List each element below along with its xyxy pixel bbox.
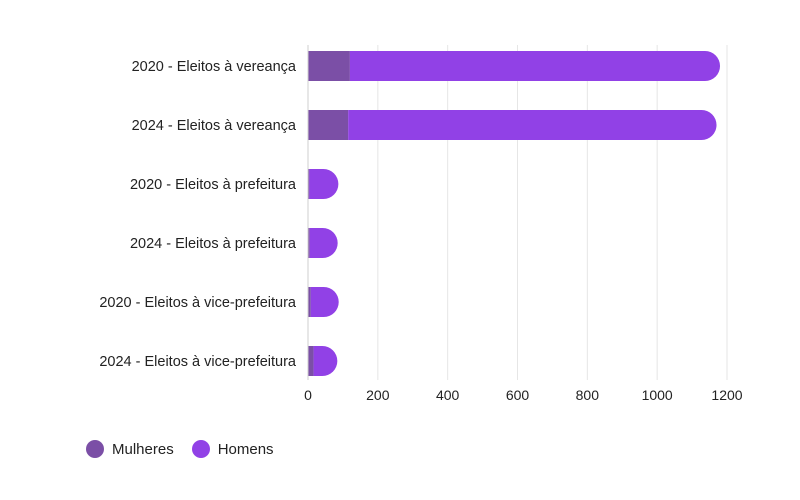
category-label: 2020 - Eleitos à vice-prefeitura (99, 295, 297, 311)
bar-group (308, 287, 354, 317)
legend: Mulheres Homens (86, 440, 274, 458)
bar-group (308, 169, 353, 199)
bar-mulheres[interactable] (308, 169, 310, 199)
bar-group (308, 228, 353, 258)
bar-group (308, 110, 731, 140)
bar-group (308, 51, 735, 81)
x-tick-label: 200 (366, 387, 390, 403)
x-tick-label: 400 (436, 387, 460, 403)
bar-group (308, 346, 353, 376)
bar-homens[interactable] (349, 51, 735, 81)
x-tick-label: 0 (304, 387, 312, 403)
bar-homens[interactable] (310, 287, 354, 317)
bar-homens[interactable] (309, 169, 353, 199)
legend-item-mulheres[interactable]: Mulheres (86, 440, 174, 458)
bar-homens[interactable] (313, 346, 353, 376)
category-label: 2024 - Eleitos à vice-prefeitura (99, 354, 297, 370)
x-tick-label: 1000 (642, 387, 673, 403)
category-label: 2024 - Eleitos à vereança (132, 118, 297, 134)
bar-mulheres[interactable] (308, 228, 310, 258)
legend-item-homens[interactable]: Homens (191, 440, 274, 458)
bar-homens[interactable] (348, 110, 731, 140)
category-label: 2024 - Eleitos à prefeitura (130, 236, 297, 252)
x-tick-label: 1200 (711, 387, 742, 403)
legend-label-homens: Homens (217, 440, 274, 458)
category-label: 2020 - Eleitos à vereança (132, 59, 297, 75)
legend-swatch-homens (191, 440, 210, 458)
category-label: 2020 - Eleitos à prefeitura (130, 177, 297, 193)
bar-mulheres[interactable] (308, 287, 311, 317)
legend-label-mulheres: Mulheres (112, 440, 174, 458)
bar-mulheres[interactable] (308, 110, 349, 140)
legend-swatch-mulheres (86, 440, 104, 458)
bar-mulheres[interactable] (308, 346, 314, 376)
bar-mulheres[interactable] (308, 51, 350, 81)
bar-homens[interactable] (309, 228, 353, 258)
x-tick-label: 800 (576, 387, 600, 403)
x-tick-label: 600 (506, 387, 530, 403)
